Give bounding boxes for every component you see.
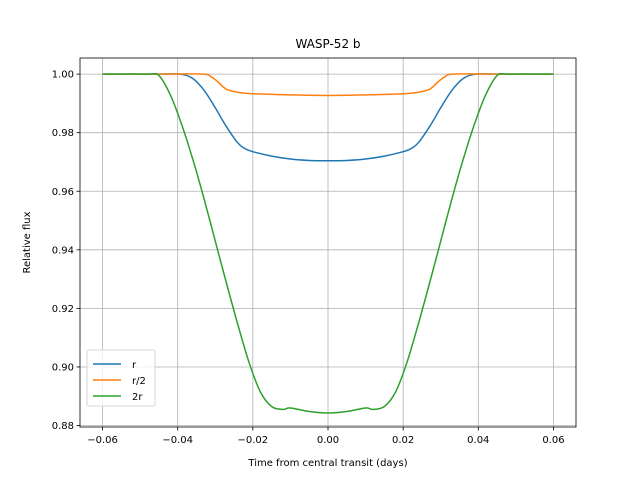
y-tick-label: 1.00	[52, 70, 74, 81]
legend-label-0: r	[132, 360, 137, 371]
x-tick-label: −0.02	[238, 435, 269, 446]
legend-label-1: r/2	[132, 376, 146, 387]
x-axis: −0.06 −0.04 −0.02 0.00 0.02 0.04 0.06	[87, 427, 565, 446]
y-tick-label: 0.94	[52, 245, 74, 256]
y-axis: 0.88 0.90 0.92 0.94 0.96 0.98 1.00	[52, 70, 80, 432]
chart-title: WASP-52 b	[295, 37, 360, 51]
y-tick-label: 0.92	[52, 304, 74, 315]
x-tick-label: 0.02	[392, 435, 414, 446]
legend-label-2: 2r	[132, 392, 143, 403]
y-tick-label: 0.96	[52, 187, 74, 198]
series-line-0	[102, 73, 554, 162]
series-layer	[102, 72, 554, 414]
x-tick-label: 0.06	[542, 435, 564, 446]
legend: r r/2 2r	[86, 349, 156, 407]
y-axis-label: Relative flux	[22, 211, 33, 273]
x-tick-label: 0.00	[317, 435, 339, 446]
x-tick-label: 0.04	[467, 435, 489, 446]
y-tick-label: 0.98	[52, 128, 74, 139]
x-tick-label: −0.04	[162, 435, 193, 446]
series-line-2	[102, 72, 554, 414]
y-tick-label: 0.90	[52, 362, 74, 373]
series-line-1	[102, 73, 554, 97]
x-tick-label: −0.06	[87, 435, 118, 446]
x-axis-label: Time from central transit (days)	[247, 458, 407, 469]
y-tick-label: 0.88	[52, 421, 74, 432]
